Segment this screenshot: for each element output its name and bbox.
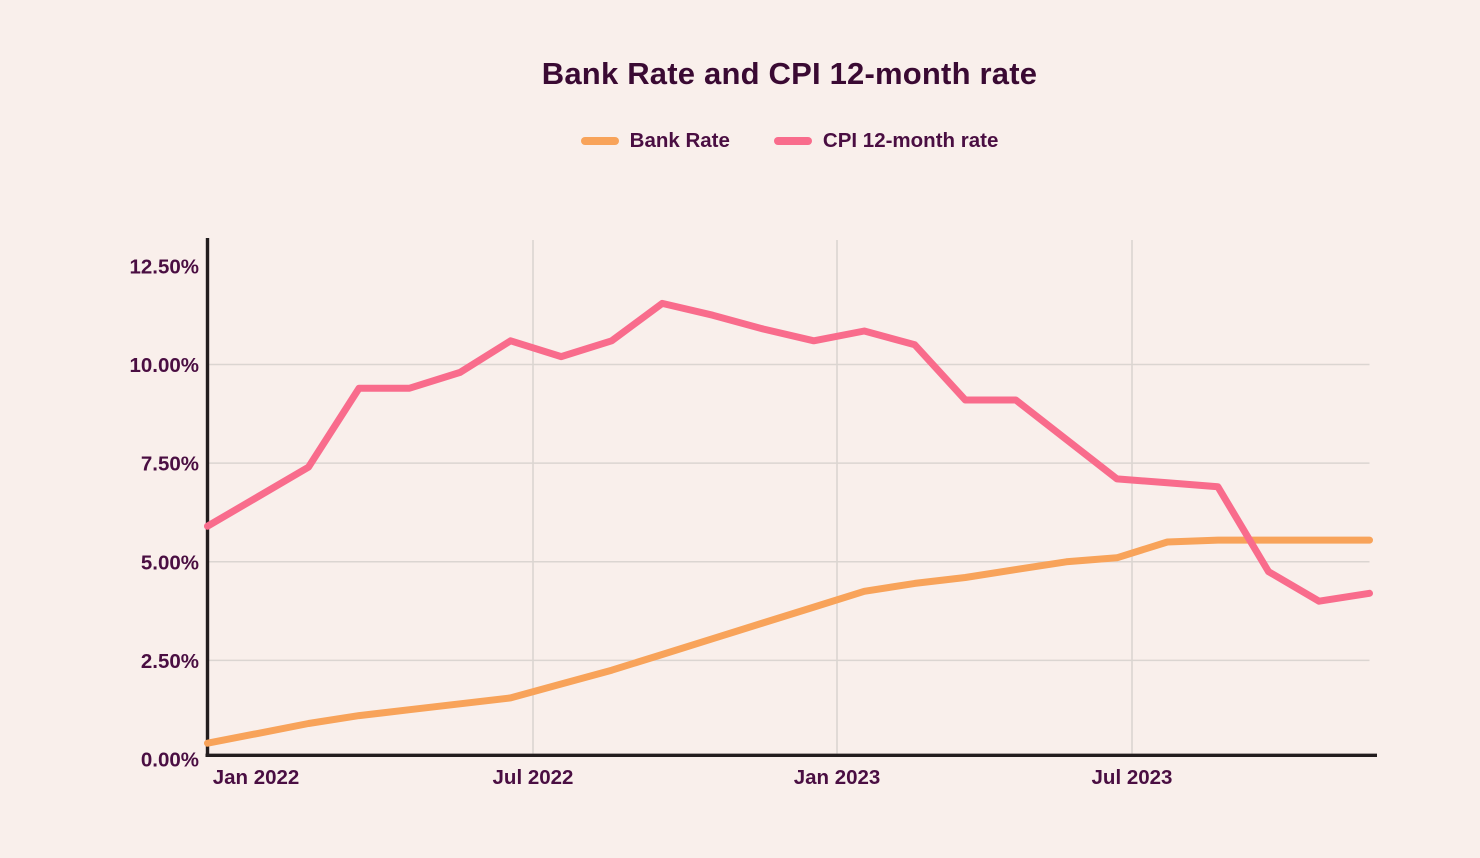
y-tick-label: 10.00% <box>129 354 199 377</box>
legend-label-cpi: CPI 12-month rate <box>822 129 999 152</box>
x-tick-label: Jul 2022 <box>493 766 574 789</box>
x-tick-label: Jan 2022 <box>213 766 300 789</box>
y-tick-label: 7.50% <box>141 453 199 476</box>
legend-label-bank-rate: Bank Rate <box>629 129 730 152</box>
x-tick-label: Jan 2023 <box>794 766 881 789</box>
x-tick-label: Jul 2023 <box>1092 766 1173 789</box>
cpi-swatch <box>773 137 812 145</box>
y-tick-label: 5.00% <box>141 551 199 574</box>
y-tick-label: 2.50% <box>141 650 199 673</box>
legend-item-cpi: CPI 12-month rate <box>773 129 999 153</box>
bank-rate-swatch <box>580 137 619 145</box>
y-tick-label: 0.00% <box>141 749 199 772</box>
legend: Bank Rate CPI 12-month rate <box>207 126 1372 156</box>
y-tick-label: 12.50% <box>129 255 199 278</box>
bank-rate-line <box>204 536 1373 747</box>
cpi-line <box>204 299 1373 605</box>
chart-title: Bank Rate and CPI 12-month rate <box>541 56 1038 91</box>
legend-item-bank-rate: Bank Rate <box>580 129 730 153</box>
